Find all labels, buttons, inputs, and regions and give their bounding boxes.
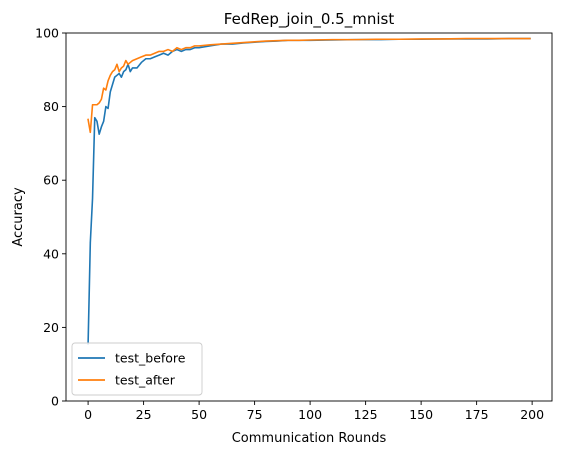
y-tick-label: 40 — [43, 246, 59, 261]
legend: test_before test_after — [71, 342, 203, 396]
legend-box — [71, 342, 203, 396]
y-tick-label: 0 — [51, 394, 59, 409]
x-tick-label: 75 — [247, 407, 263, 422]
chart-title: FedRep_join_0.5_mnist — [224, 10, 395, 29]
x-axis-label: Communication Rounds — [232, 431, 387, 446]
series-line-test-after — [87, 37, 531, 134]
legend-label-test-before: test_before — [115, 351, 186, 366]
x-tick-label: 200 — [520, 407, 544, 422]
x-tick-label: 150 — [409, 407, 433, 422]
x-tick-label: 25 — [136, 407, 152, 422]
y-tick-label: 20 — [43, 320, 59, 335]
x-tick-label: 100 — [298, 407, 322, 422]
y-tick-label: 80 — [43, 99, 59, 114]
y-axis-label: Accuracy — [11, 187, 26, 247]
x-tick-label: 0 — [84, 407, 92, 422]
x-tick-label: 175 — [465, 407, 489, 422]
legend-label-test-after: test_after — [115, 373, 176, 388]
x-tick-label: 50 — [191, 407, 207, 422]
x-tick-label: 125 — [354, 407, 378, 422]
axes-layer: 0 25 50 75 100 125 150 175 200 0 20 40 60 80 100 — [35, 26, 553, 422]
y-tick-label: 100 — [35, 26, 59, 41]
series-layer — [87, 37, 531, 345]
y-tick-label: 60 — [43, 173, 59, 188]
axes-frame — [65, 32, 553, 402]
